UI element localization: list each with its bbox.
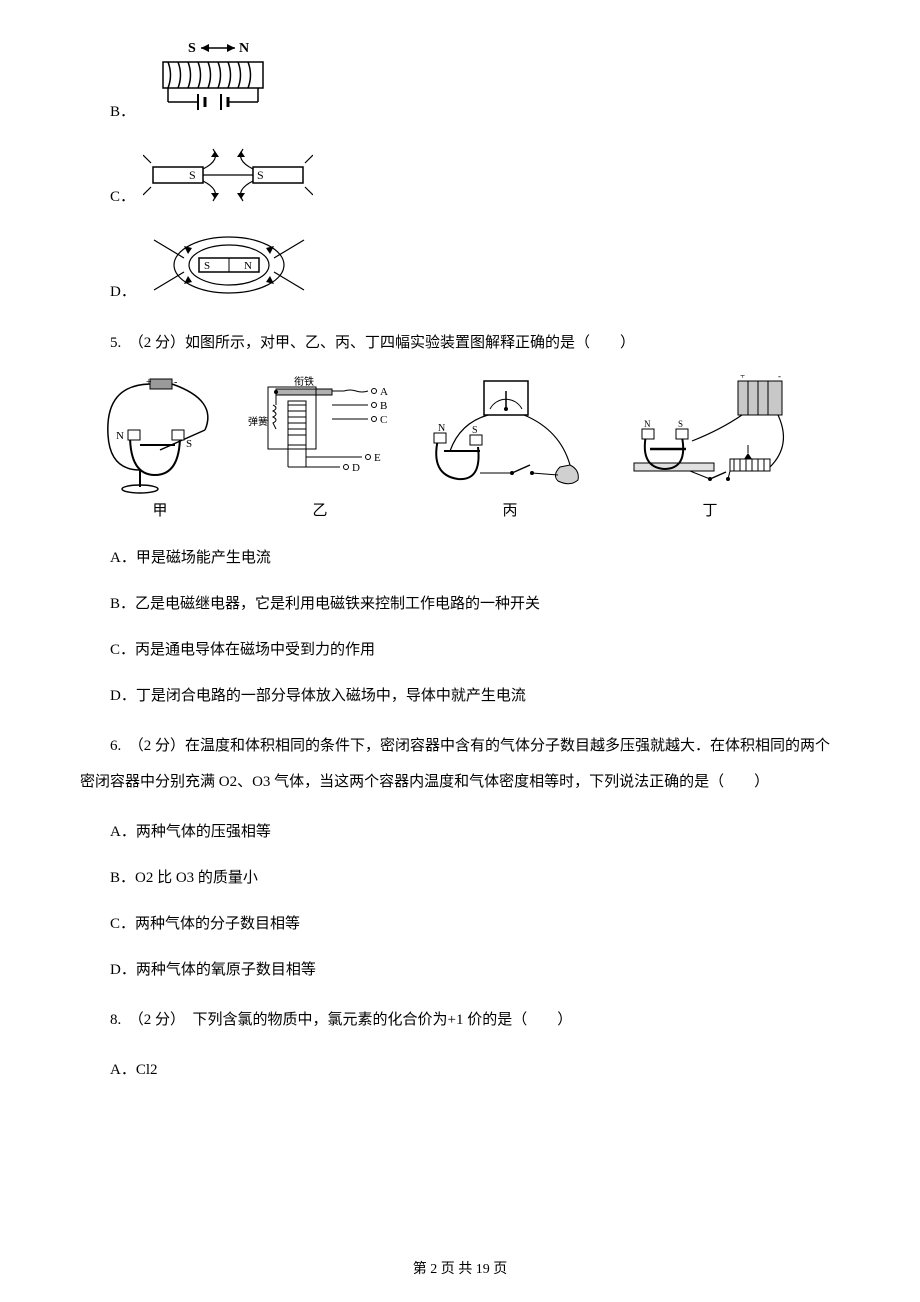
option-c-label: C． xyxy=(80,185,135,210)
fig-ding: + - N S 丁 xyxy=(620,375,800,520)
diagram-d-s: S xyxy=(204,260,210,272)
q5-opt-b: B．乙是电磁继电器，它是利用电磁铁来控制工作电路的一种开关 xyxy=(80,586,840,622)
q6-opt-c: C．两种气体的分子数目相等 xyxy=(80,906,840,942)
svg-text:S: S xyxy=(678,419,683,429)
diagram-b-n: N xyxy=(239,41,249,56)
fig-bing: N S 丙 xyxy=(420,375,600,520)
fig-bing-caption: 丙 xyxy=(502,499,517,520)
fig-bing-s: S xyxy=(472,425,478,436)
fig-yi-spring: 弹簧 xyxy=(248,415,268,428)
diagram-c: S S xyxy=(143,145,313,210)
svg-text:E: E xyxy=(374,452,381,464)
fig-jia-n: N xyxy=(116,430,124,442)
q8-opt-a: A．Cl2 xyxy=(80,1052,840,1088)
diagram-d-n: N xyxy=(244,260,252,272)
diagram-c-s-left: S xyxy=(189,168,196,182)
diagram-b-s: S xyxy=(188,41,196,56)
q6-text: 6. （2 分）在温度和体积相同的条件下，密闭容器中含有的气体分子数目越多压强就… xyxy=(80,728,840,800)
svg-text:+: + xyxy=(146,377,152,388)
fig-yi: 衔铁 弹簧 A B C xyxy=(240,375,400,520)
svg-text:A: A xyxy=(380,386,388,398)
diagram-c-s-right: S xyxy=(257,168,264,182)
q8-text: 8. （2 分） 下列含氯的物质中，氯元素的化合价为+1 价的是（ ） xyxy=(80,1002,840,1038)
svg-text:D: D xyxy=(352,462,360,474)
page-footer: 第 2 页 共 19 页 xyxy=(0,1258,920,1278)
q5-opt-c: C．丙是通电导体在磁场中受到力的作用 xyxy=(80,632,840,668)
q5-opt-d: D．丁是闭合电路的一部分导体放入磁场中，导体中就产生电流 xyxy=(80,678,840,714)
q5-figures: +- N S 甲 衔铁 弹簧 xyxy=(80,375,840,520)
fig-ding-caption: 丁 xyxy=(702,499,717,520)
option-b-row: B． S N xyxy=(80,40,840,125)
fig-jia: +- N S 甲 xyxy=(100,375,220,520)
diagram-d: S N xyxy=(144,230,314,305)
option-d-label: D． xyxy=(80,280,136,305)
diagram-b: S N xyxy=(143,40,283,125)
svg-text:-: - xyxy=(778,375,781,381)
q6-opt-a: A．两种气体的压强相等 xyxy=(80,814,840,850)
fig-jia-caption: 甲 xyxy=(152,499,167,520)
svg-text:C: C xyxy=(380,414,387,426)
fig-yi-caption: 乙 xyxy=(312,499,327,520)
option-b-label: B． xyxy=(80,100,135,125)
svg-text:+: + xyxy=(740,375,745,381)
svg-text:N: N xyxy=(644,419,651,429)
q5-text: 5. （2 分）如图所示，对甲、乙、丙、丁四幅实验装置图解释正确的是（ ） xyxy=(80,325,840,361)
fig-bing-n: N xyxy=(438,423,445,434)
q5-opt-a: A．甲是磁场能产生电流 xyxy=(80,540,840,576)
fig-yi-top-label: 衔铁 xyxy=(294,375,314,388)
q6-opt-b: B．O2 比 O3 的质量小 xyxy=(80,860,840,896)
option-c-row: C． S S xyxy=(80,145,840,210)
q6-opt-d: D．两种气体的氧原子数目相等 xyxy=(80,952,840,988)
svg-text:B: B xyxy=(380,400,387,412)
option-d-row: D． S N xyxy=(80,230,840,305)
fig-jia-s: S xyxy=(186,438,192,450)
